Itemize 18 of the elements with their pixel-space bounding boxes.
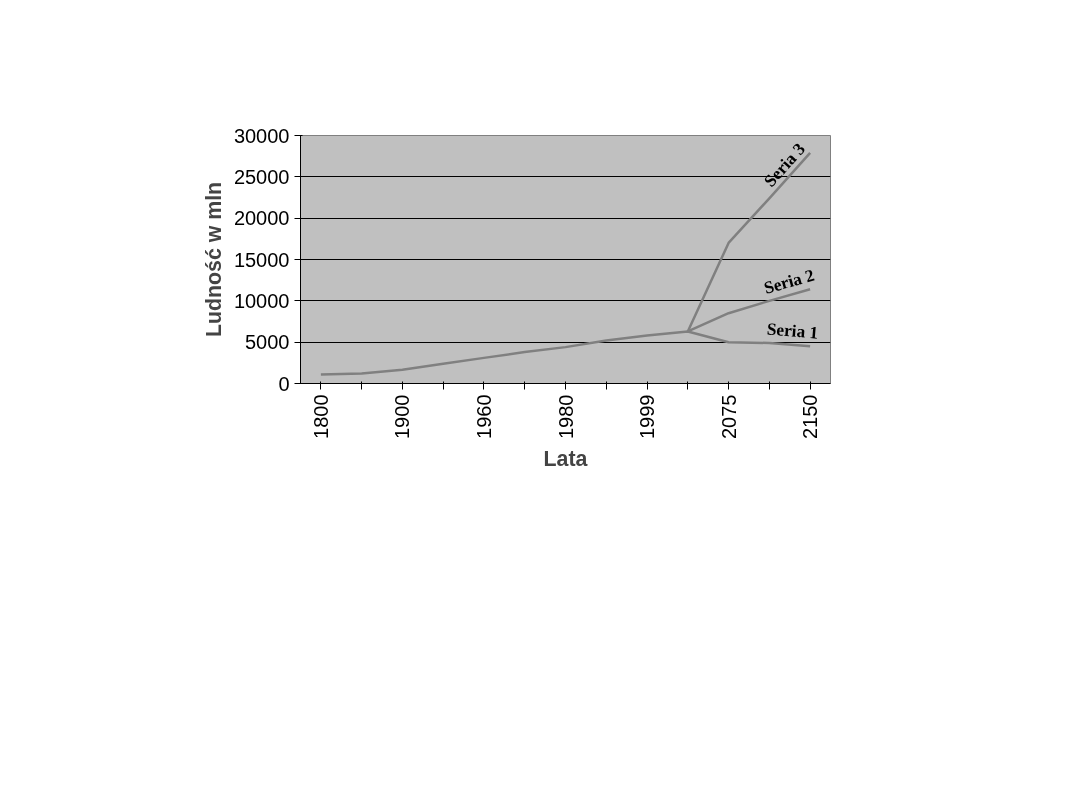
text: Seria 2 [761,265,817,298]
series-label: Seria 1 [766,319,819,343]
x-axis-title: Lata [543,446,588,471]
x-tick-label: 1800 [309,394,332,439]
x-tick-label: 1900 [391,394,414,439]
y-tick-label: 15000 [233,248,290,271]
x-tick-label: 1980 [554,394,577,439]
x-tick-label: 2075 [717,394,740,439]
y-axis-title: Ludność w mln [201,181,226,338]
y-tick-label: 25000 [233,165,290,188]
y-tick-label: 20000 [233,207,290,230]
y-tick-label: 5000 [245,331,290,354]
x-tick-label: 2150 [799,394,822,439]
y-tick-label: 30000 [233,124,290,147]
x-tick-label: 1999 [636,394,659,439]
y-tick-label: 0 [278,372,290,395]
y-tick-label: 10000 [233,289,290,312]
x-tick-label: 1960 [472,394,495,439]
